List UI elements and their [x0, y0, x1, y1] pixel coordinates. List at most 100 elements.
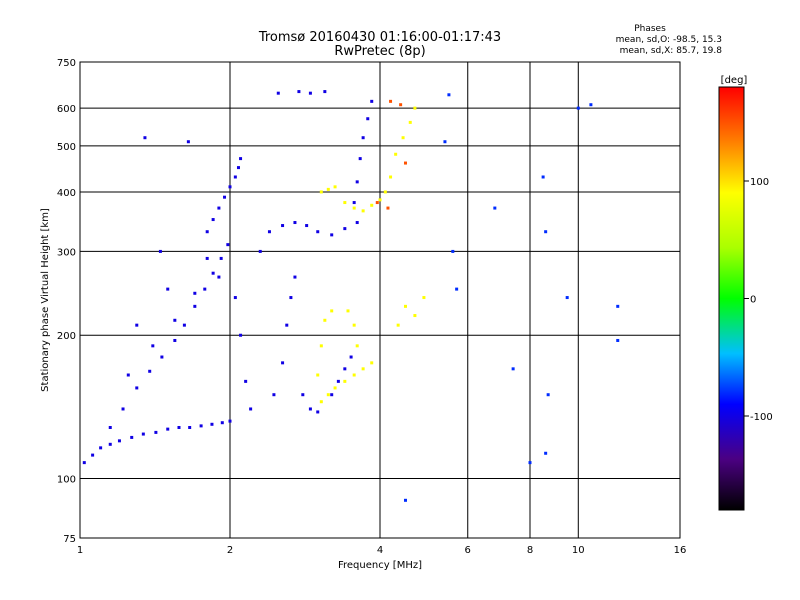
data-point [546, 393, 550, 397]
data-point [330, 233, 334, 237]
data-point [319, 400, 323, 404]
data-point [239, 333, 243, 337]
colorbar-ticks: 100 0 -100 [744, 177, 773, 423]
data-point [233, 296, 237, 300]
chart-title: Tromsø 20160430 01:16:00-01:17:43 [258, 30, 501, 45]
data-point [323, 318, 327, 322]
data-point [91, 453, 95, 457]
chart-subtitle: RwPretec (8p) [334, 44, 425, 59]
data-point [211, 271, 215, 275]
data-point [451, 249, 455, 253]
data-point [378, 198, 382, 202]
y-tick-labels: 75 100 200 300 400 500 600 750 [57, 58, 76, 545]
data-point [173, 318, 177, 322]
x-tick-label: 4 [377, 545, 383, 556]
colorbar [718, 86, 745, 511]
data-point [236, 166, 240, 170]
data-point [244, 379, 248, 383]
colorbar-tick-label: 100 [750, 177, 769, 188]
data-point [267, 230, 271, 234]
data-point [375, 201, 379, 205]
data-point [383, 190, 387, 194]
data-point [403, 304, 407, 308]
x-axis-label: Frequency [MHz] [338, 560, 422, 571]
data-point [173, 338, 177, 342]
data-point [228, 185, 232, 189]
data-point [343, 201, 347, 205]
data-point [186, 140, 190, 144]
data-point [228, 419, 232, 423]
data-point [528, 461, 532, 465]
data-point [258, 249, 262, 253]
y-tick-label: 200 [57, 331, 76, 342]
data-point [82, 461, 86, 465]
data-point [366, 117, 370, 121]
data-point [336, 379, 340, 383]
data-point [193, 291, 197, 295]
data-point [330, 393, 334, 397]
data-point [220, 421, 224, 425]
data-point [193, 304, 197, 308]
data-point [233, 175, 237, 179]
x-tick-label: 6 [465, 545, 471, 556]
y-tick-label: 300 [57, 247, 76, 258]
x-tick-label: 10 [572, 545, 585, 556]
data-point [182, 323, 186, 327]
data-point [544, 230, 548, 234]
data-point [316, 373, 320, 377]
data-point [301, 393, 305, 397]
data-point [281, 361, 285, 365]
data-point [130, 435, 134, 439]
data-point [323, 90, 327, 94]
data-point [576, 106, 580, 110]
data-point [121, 407, 125, 411]
stats-line-o: mean, sd,O: -98.5, 15.3 [616, 35, 722, 45]
data-points [82, 90, 620, 502]
data-point [293, 221, 297, 225]
data-point [333, 185, 337, 189]
x-tick-label: 16 [674, 545, 687, 556]
data-point [408, 120, 412, 124]
data-point [308, 407, 312, 411]
data-point [399, 103, 403, 107]
colorbar-tick-label: -100 [750, 412, 773, 423]
data-point [199, 424, 203, 428]
data-point [443, 140, 447, 144]
data-point [117, 439, 121, 443]
data-point [370, 203, 374, 207]
colorbar-tick-label: 0 [750, 295, 756, 306]
x-tick-labels: 1 2 4 6 8 10 16 [77, 545, 687, 556]
data-point [126, 373, 130, 377]
data-point [289, 296, 293, 300]
data-point [401, 136, 405, 140]
data-point [447, 93, 451, 97]
data-point [108, 442, 112, 446]
data-point [210, 422, 214, 426]
data-point [511, 367, 515, 371]
data-point [541, 175, 545, 179]
data-point [226, 243, 230, 247]
data-point [370, 361, 374, 365]
data-point [330, 309, 334, 313]
data-point [493, 206, 497, 210]
data-point [211, 218, 215, 222]
data-point [319, 344, 323, 348]
data-point [281, 224, 285, 228]
data-point [217, 206, 221, 210]
y-tick-label: 400 [57, 188, 76, 199]
data-point [386, 206, 390, 210]
x-tick-label: 8 [527, 545, 533, 556]
data-point [285, 323, 289, 327]
data-point [544, 451, 548, 455]
data-point [361, 367, 365, 371]
y-tick-label: 100 [57, 475, 76, 486]
data-point [413, 106, 417, 110]
data-point [352, 373, 356, 377]
data-point [352, 201, 356, 205]
x-tick-label: 1 [77, 545, 83, 556]
data-point [135, 386, 139, 390]
data-point [217, 275, 221, 279]
data-point [413, 314, 417, 318]
plot-area: 1 2 4 6 8 10 16 75 100 200 300 400 500 600 750 [57, 58, 686, 556]
